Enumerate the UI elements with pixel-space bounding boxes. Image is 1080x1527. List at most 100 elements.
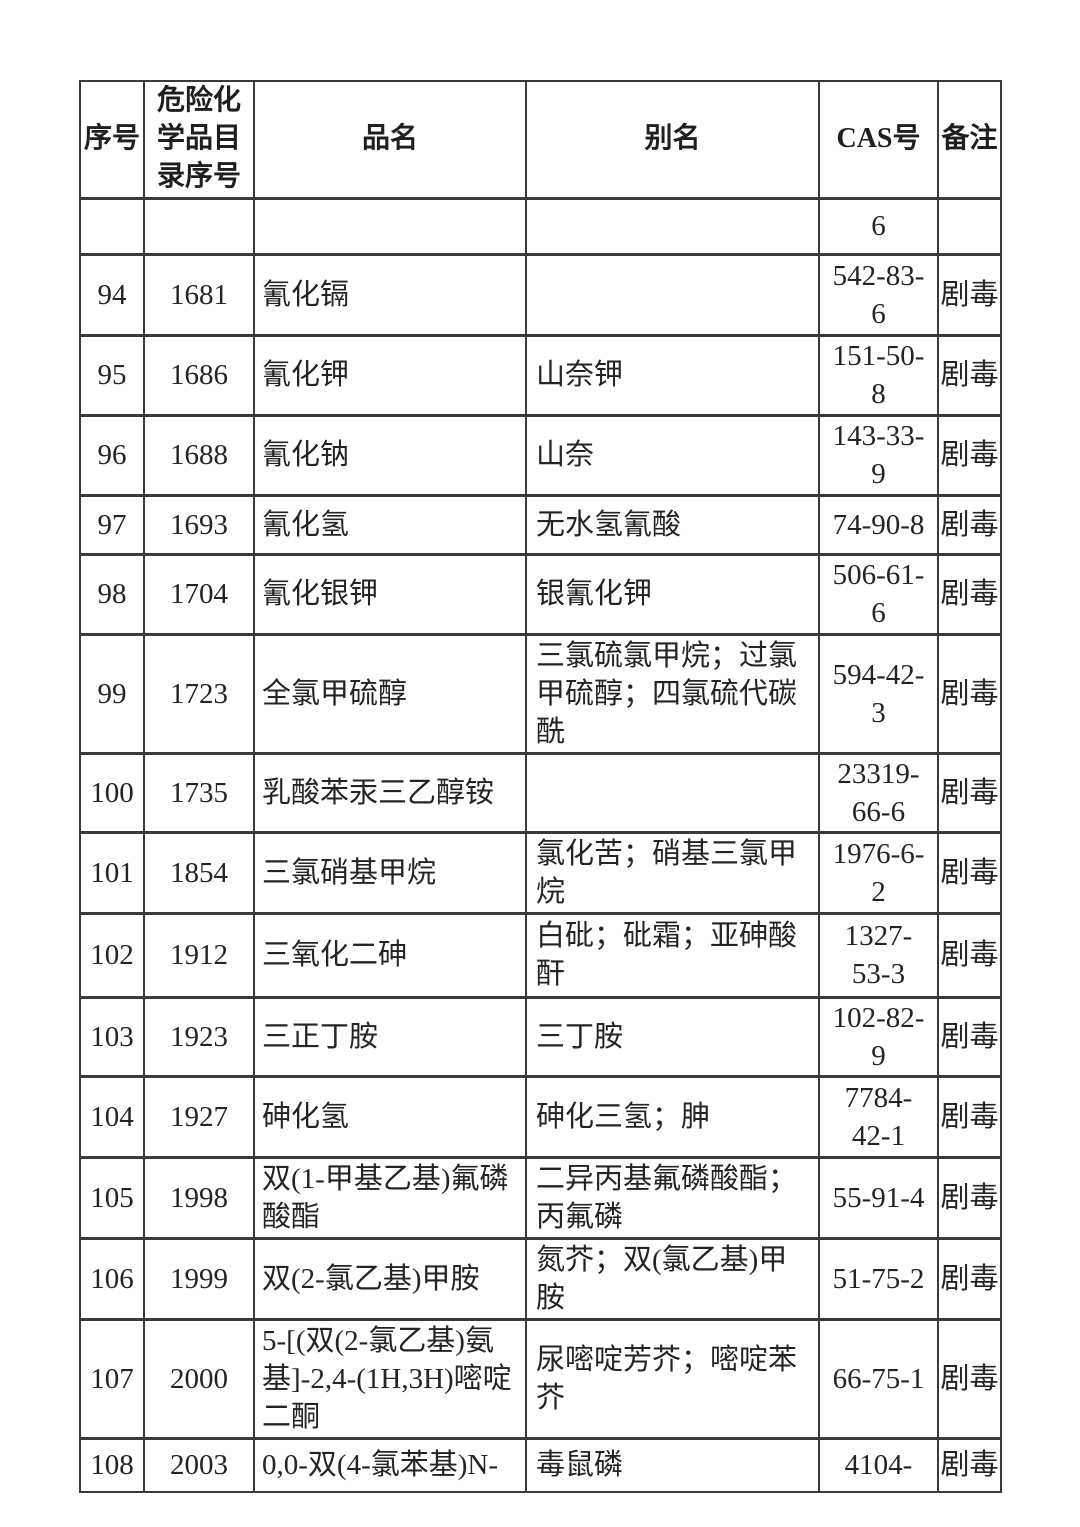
table-row: 107 2000 5-[(双(2-氯乙基)氨基]-2,4-(1H,3H)嘧啶二酮 尿嘧… [79, 1317, 1002, 1439]
cell-serial-number: 98 [79, 552, 145, 635]
cell-catalog-number: 1688 [143, 413, 255, 496]
cell-remarks: 剧毒 [937, 1436, 1002, 1493]
table-row: 103 1923 三正丁胺 三丁胺 102-82- 9 剧毒 [79, 995, 1002, 1077]
cell-cas-number: 542-83- 6 [818, 252, 939, 336]
cell-alias: 山奈钾 [525, 333, 820, 416]
header-catalog-number: 危险化学品目录序号 [143, 80, 255, 199]
cell-catalog-number: 1854 [143, 830, 255, 914]
table-row: 101 1854 三氯硝基甲烷 氯化苦；硝基三氯甲烷 1976-6- 2 剧毒 [79, 830, 1002, 914]
cell-serial-number [79, 196, 145, 255]
header-serial-number: 序号 [79, 80, 145, 199]
cell-alias: 氮芥；双(氯乙基)甲胺 [525, 1236, 820, 1320]
cell-remarks: 剧毒 [937, 493, 1002, 555]
cell-serial-number: 108 [79, 1436, 145, 1493]
cell-serial-number: 100 [79, 751, 145, 833]
cell-cas-number: 1976-6- 2 [818, 830, 939, 914]
cell-serial-number: 107 [79, 1317, 145, 1439]
cell-remarks: 剧毒 [937, 632, 1002, 754]
cell-alias [525, 196, 820, 255]
cell-serial-number: 103 [79, 995, 145, 1077]
table-row: 102 1912 三氧化二砷 白砒；砒霜；亚砷酸酐 1327- 53-3 剧毒 [79, 911, 1002, 998]
header-product-name: 品名 [253, 80, 527, 199]
cell-alias: 银氰化钾 [525, 552, 820, 635]
cell-remarks: 剧毒 [937, 252, 1002, 336]
cell-product-name: 三正丁胺 [253, 995, 527, 1077]
cell-alias: 二异丙基氟磷酸酯；丙氟磷 [525, 1155, 820, 1239]
cell-alias: 山奈 [525, 413, 820, 496]
table-row: 98 1704 氰化银钾 银氰化钾 506-61- 6 剧毒 [79, 552, 1002, 635]
table-row: 95 1686 氰化钾 山奈钾 151-50- 8 剧毒 [79, 333, 1002, 416]
cell-serial-number: 97 [79, 493, 145, 555]
header-remarks: 备注 [937, 80, 1002, 199]
cell-serial-number: 101 [79, 830, 145, 914]
table-row: 97 1693 氰化氢 无水氢氰酸 74-90-8 剧毒 [79, 493, 1002, 555]
cell-cas-number: 506-61- 6 [818, 552, 939, 635]
cell-product-name: 氰化银钾 [253, 552, 527, 635]
cell-catalog-number: 1735 [143, 751, 255, 833]
cell-serial-number: 96 [79, 413, 145, 496]
cell-alias: 三氯硫氯甲烷；过氯甲硫醇；四氯硫代碳酰 [525, 632, 820, 754]
cell-remarks: 剧毒 [937, 995, 1002, 1077]
table-row: 94 1681 氰化镉 542-83- 6 剧毒 [79, 252, 1002, 336]
table-row: 100 1735 乳酸苯汞三乙醇铵 23319- 66-6 剧毒 [79, 751, 1002, 833]
cell-product-name: 三氯硝基甲烷 [253, 830, 527, 914]
cell-remarks: 剧毒 [937, 552, 1002, 635]
cell-catalog-number: 1927 [143, 1074, 255, 1158]
cell-cas-number: 51-75-2 [818, 1236, 939, 1320]
cell-remarks: 剧毒 [937, 1074, 1002, 1158]
cell-remarks: 剧毒 [937, 413, 1002, 496]
cell-serial-number: 104 [79, 1074, 145, 1158]
cell-catalog-number: 1686 [143, 333, 255, 416]
table-row: 108 2003 0,0-双(4-氯苯基)N- 毒鼠磷 4104- 剧毒 [79, 1436, 1002, 1493]
cell-product-name: 双(2-氯乙基)甲胺 [253, 1236, 527, 1320]
cell-catalog-number: 2003 [143, 1436, 255, 1493]
cell-product-name: 氰化钠 [253, 413, 527, 496]
cell-product-name: 氰化镉 [253, 252, 527, 336]
cell-catalog-number: 1681 [143, 252, 255, 336]
cell-product-name: 砷化氢 [253, 1074, 527, 1158]
table-row: 104 1927 砷化氢 砷化三氢；胂 7784- 42-1 剧毒 [79, 1074, 1002, 1158]
cell-remarks: 剧毒 [937, 911, 1002, 998]
cell-cas-number: 74-90-8 [818, 493, 939, 555]
cell-cas-number: 55-91-4 [818, 1155, 939, 1239]
cell-cas-number: 594-42- 3 [818, 632, 939, 754]
cell-cas-number: 143-33- 9 [818, 413, 939, 496]
table-row: 106 1999 双(2-氯乙基)甲胺 氮芥；双(氯乙基)甲胺 51-75-2 剧毒 [79, 1236, 1002, 1320]
cell-cas-number: 66-75-1 [818, 1317, 939, 1439]
cell-alias [525, 252, 820, 336]
cell-product-name: 双(1-甲基乙基)氟磷酸酯 [253, 1155, 527, 1239]
cell-cas-number: 4104- [818, 1436, 939, 1493]
cell-product-name: 氰化氢 [253, 493, 527, 555]
cell-catalog-number: 2000 [143, 1317, 255, 1439]
cell-alias [525, 751, 820, 833]
cell-cas-number: 1327- 53-3 [818, 911, 939, 998]
cell-catalog-number [143, 196, 255, 255]
cell-remarks: 剧毒 [937, 1317, 1002, 1439]
cell-product-name: 5-[(双(2-氯乙基)氨基]-2,4-(1H,3H)嘧啶二酮 [253, 1317, 527, 1439]
carryover-row: 6 [79, 196, 1002, 255]
header-alias: 别名 [525, 80, 820, 199]
cell-alias: 尿嘧啶芳芥；嘧啶苯芥 [525, 1317, 820, 1439]
cell-remarks: 剧毒 [937, 1155, 1002, 1239]
cell-alias: 三丁胺 [525, 995, 820, 1077]
cell-cas-number: 23319- 66-6 [818, 751, 939, 833]
cell-alias: 白砒；砒霜；亚砷酸酐 [525, 911, 820, 998]
cell-alias: 毒鼠磷 [525, 1436, 820, 1493]
cell-product-name [253, 196, 527, 255]
cell-product-name: 全氯甲硫醇 [253, 632, 527, 754]
cell-remarks: 剧毒 [937, 1236, 1002, 1320]
cell-remarks [937, 196, 1002, 255]
header-cas-number: CAS号 [818, 80, 939, 199]
cell-catalog-number: 1704 [143, 552, 255, 635]
cell-product-name: 三氧化二砷 [253, 911, 527, 998]
table-header-row: 序号 危险化学品目录序号 品名 别名 CAS号 备注 [79, 80, 1002, 199]
cell-serial-number: 94 [79, 252, 145, 336]
cell-alias: 无水氢氰酸 [525, 493, 820, 555]
table-row: 105 1998 双(1-甲基乙基)氟磷酸酯 二异丙基氟磷酸酯；丙氟磷 55-91-4 剧… [79, 1155, 1002, 1239]
cell-catalog-number: 1723 [143, 632, 255, 754]
cell-remarks: 剧毒 [937, 830, 1002, 914]
cell-serial-number: 105 [79, 1155, 145, 1239]
cell-cas-number: 7784- 42-1 [818, 1074, 939, 1158]
cell-catalog-number: 1693 [143, 493, 255, 555]
